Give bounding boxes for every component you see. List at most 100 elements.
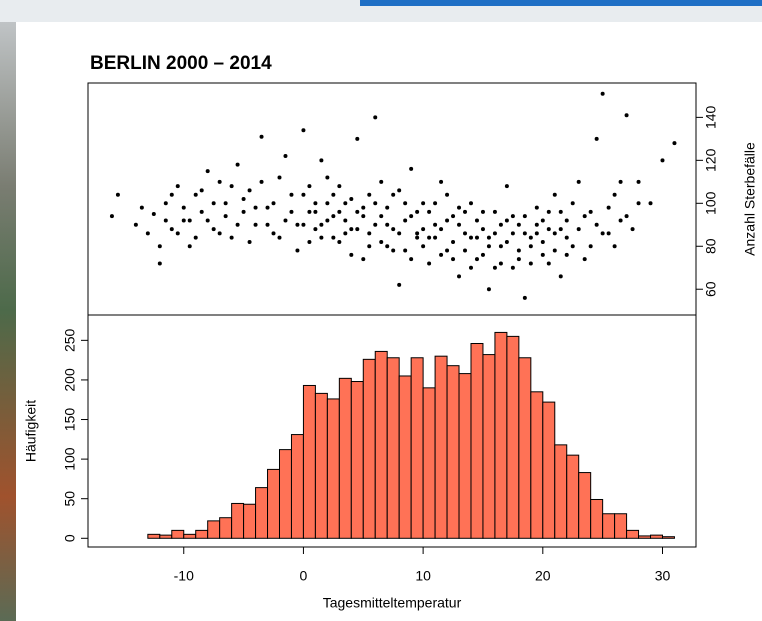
x-tick-label: 20 — [535, 568, 551, 584]
point — [439, 180, 443, 184]
bar — [603, 514, 615, 539]
point — [619, 218, 623, 222]
point — [439, 253, 443, 257]
bar — [543, 402, 555, 538]
point — [158, 261, 162, 265]
point — [242, 210, 246, 214]
bar — [483, 355, 495, 539]
x-tick-label: 0 — [300, 568, 308, 584]
y-tick-label: 140 — [703, 105, 719, 129]
point — [427, 236, 431, 240]
point — [601, 92, 605, 96]
point — [164, 218, 168, 222]
point — [583, 214, 587, 218]
y-tick-label: 80 — [703, 238, 719, 254]
point — [230, 236, 234, 240]
point — [206, 218, 210, 222]
point — [607, 206, 611, 210]
point — [481, 210, 485, 214]
point — [565, 236, 569, 240]
point — [660, 158, 664, 162]
point — [295, 223, 299, 227]
bar — [279, 450, 291, 539]
point — [529, 236, 533, 240]
blue-bar — [360, 0, 762, 6]
point — [403, 218, 407, 222]
point — [523, 214, 527, 218]
point — [224, 214, 228, 218]
point — [367, 244, 371, 248]
point — [385, 244, 389, 248]
point — [343, 218, 347, 222]
point — [313, 227, 317, 231]
point — [277, 176, 281, 180]
bar — [615, 514, 627, 539]
point — [182, 218, 186, 222]
point — [355, 227, 359, 231]
point — [475, 236, 479, 240]
point — [409, 214, 413, 218]
bar — [567, 455, 579, 538]
point — [457, 206, 461, 210]
point — [283, 218, 287, 222]
point — [625, 214, 629, 218]
point — [325, 218, 329, 222]
point — [595, 223, 599, 227]
point — [301, 223, 305, 227]
point — [319, 223, 323, 227]
point — [254, 206, 258, 210]
bar — [220, 518, 232, 539]
bar — [208, 521, 220, 538]
point — [571, 244, 575, 248]
point — [260, 135, 264, 139]
bar — [591, 499, 603, 538]
point — [379, 240, 383, 244]
point — [523, 231, 527, 235]
point — [367, 231, 371, 235]
point — [176, 231, 180, 235]
point — [457, 223, 461, 227]
point — [307, 210, 311, 214]
point — [595, 137, 599, 141]
bar — [579, 473, 591, 539]
bar — [651, 535, 663, 538]
point — [391, 249, 395, 253]
point — [212, 227, 216, 231]
bar — [232, 503, 244, 538]
point — [631, 227, 635, 231]
y-tick-label: 150 — [62, 408, 78, 432]
point — [397, 283, 401, 287]
point — [445, 193, 449, 197]
point — [535, 231, 539, 235]
bar — [148, 534, 160, 538]
point — [547, 210, 551, 214]
point — [277, 236, 281, 240]
point — [272, 201, 276, 205]
point — [672, 141, 676, 145]
point — [236, 163, 240, 167]
point — [571, 201, 575, 205]
point — [613, 193, 617, 197]
point — [541, 240, 545, 244]
point — [541, 253, 545, 257]
point — [349, 197, 353, 201]
point — [337, 184, 341, 188]
point — [577, 180, 581, 184]
point — [182, 206, 186, 210]
point — [637, 180, 641, 184]
point — [307, 240, 311, 244]
point — [487, 287, 491, 291]
y-tick-label: 60 — [703, 281, 719, 297]
point — [421, 227, 425, 231]
bar — [315, 393, 327, 538]
point — [343, 201, 347, 205]
point — [301, 128, 305, 132]
point — [158, 244, 162, 248]
y-tick-label: 50 — [62, 491, 78, 507]
point — [349, 253, 353, 257]
point — [373, 115, 377, 119]
point — [553, 249, 557, 253]
point — [517, 249, 521, 253]
point — [613, 244, 617, 248]
point — [361, 206, 365, 210]
